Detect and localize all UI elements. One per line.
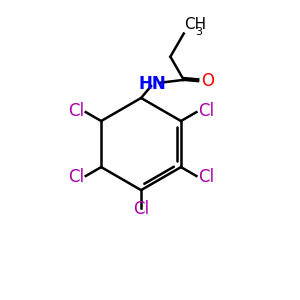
- Text: Cl: Cl: [133, 200, 149, 218]
- Text: Cl: Cl: [68, 102, 85, 120]
- Text: HN: HN: [139, 75, 166, 93]
- Text: CH: CH: [184, 17, 206, 32]
- Text: 3: 3: [195, 27, 202, 37]
- Text: Cl: Cl: [68, 168, 85, 186]
- Text: Cl: Cl: [198, 102, 214, 120]
- Text: Cl: Cl: [198, 168, 214, 186]
- Text: O: O: [201, 72, 214, 90]
